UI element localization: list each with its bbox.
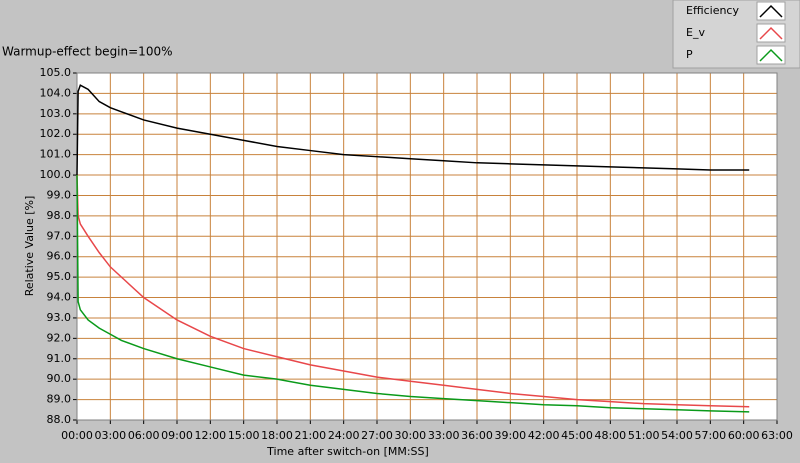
x-tick-label: 21:00	[294, 429, 326, 442]
y-tick-label: 101.0	[40, 148, 72, 161]
x-axis-label: Time after switch-on [MM:SS]	[266, 445, 429, 458]
x-tick-label: 09:00	[161, 429, 193, 442]
line-series	[76, 84, 750, 176]
legend-swatch-box	[756, 1, 786, 21]
x-tick-label: 15:00	[228, 429, 260, 442]
y-tick-label: 90.0	[47, 372, 72, 385]
legend-swatch	[759, 48, 783, 62]
x-tick-label: 54:00	[661, 429, 693, 442]
y-tick-label: 91.0	[47, 352, 72, 365]
y-tick-label: 94.0	[47, 291, 72, 304]
x-tick-label: 27:00	[361, 429, 393, 442]
y-tick-label: 97.0	[47, 229, 72, 242]
y-tick-label: 89.0	[47, 393, 72, 406]
x-tick-label: 24:00	[328, 429, 360, 442]
x-tick-label: 48:00	[594, 429, 626, 442]
legend-label: P	[686, 48, 693, 61]
x-tick-label: 12:00	[194, 429, 226, 442]
legend-swatch	[759, 4, 783, 18]
x-tick-label: 42:00	[528, 429, 560, 442]
legend-swatch-box	[756, 23, 786, 43]
x-tick-label: 18:00	[261, 429, 293, 442]
x-tick-label: 51:00	[628, 429, 660, 442]
y-tick-label: 104.0	[40, 86, 72, 99]
x-tick-label: 33:00	[428, 429, 460, 442]
y-tick-label: 99.0	[47, 188, 72, 201]
y-tick-label: 100.0	[40, 168, 72, 181]
x-tick-label: 06:00	[128, 429, 160, 442]
x-tick-label: 57:00	[694, 429, 726, 442]
y-tick-label: 105.0	[40, 66, 72, 79]
y-tick-label: 95.0	[47, 270, 72, 283]
legend-swatch-box	[756, 45, 786, 65]
y-tick-label: 98.0	[47, 209, 72, 222]
x-tick-label: 63:00	[761, 429, 793, 442]
y-tick-label: 88.0	[47, 413, 72, 426]
x-tick-label: 03:00	[94, 429, 126, 442]
y-tick-label: 93.0	[47, 311, 72, 324]
y-tick-label: 96.0	[47, 250, 72, 263]
chart-title: Warmup-effect begin=100%	[2, 45, 172, 59]
line-series	[76, 175, 750, 413]
x-tick-label: 30:00	[394, 429, 426, 442]
x-tick-label: 36:00	[461, 429, 493, 442]
y-tick-label: 102.0	[40, 127, 72, 140]
x-tick-label: 00:00	[61, 429, 93, 442]
x-tick-label: 60:00	[728, 429, 760, 442]
x-tick-label: 45:00	[561, 429, 593, 442]
y-tick-label: 92.0	[47, 331, 72, 344]
legend-label: Efficiency	[686, 4, 739, 17]
line-series	[76, 175, 750, 408]
y-axis-label: Relative Value [%]	[23, 196, 36, 297]
plot-area	[77, 73, 777, 420]
legend-swatch	[759, 26, 783, 40]
legend-label: E_v	[686, 26, 705, 39]
x-tick-label: 39:00	[494, 429, 526, 442]
y-tick-label: 103.0	[40, 107, 72, 120]
